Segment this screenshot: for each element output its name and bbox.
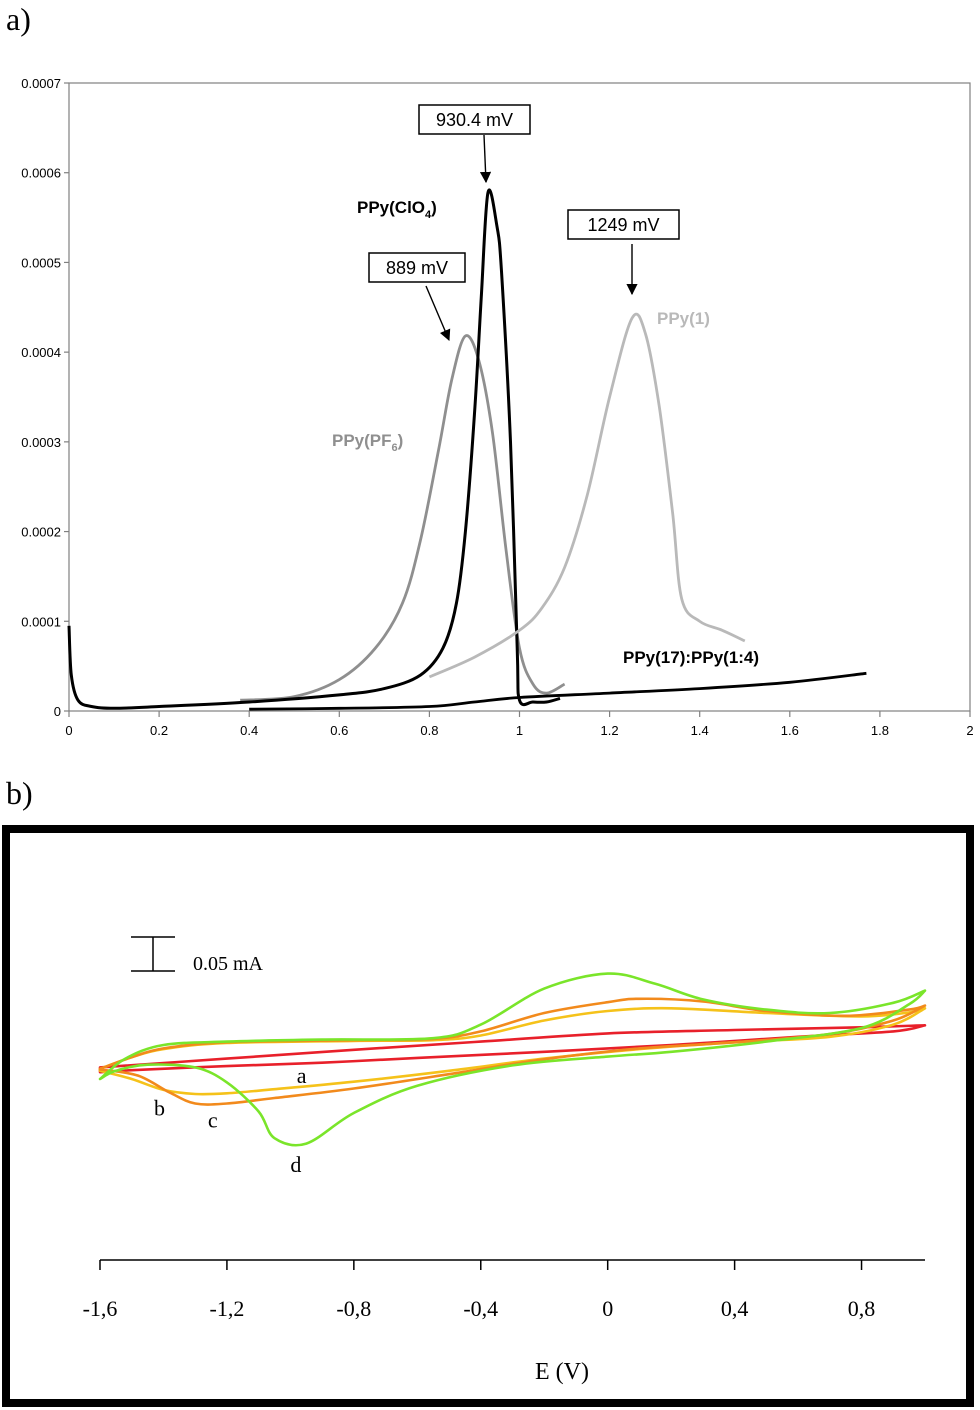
chart-b-cv-curve	[98, 997, 927, 1106]
chart-a-series-line	[67, 188, 561, 710]
chart-b-x-tick-label: 0	[602, 1296, 613, 1321]
annotation-box	[567, 209, 680, 240]
chart-b-curve-label: b	[154, 1096, 165, 1121]
chart-a-series-label: PPy(17):PPy(1:4)	[623, 648, 759, 667]
chart-a-series-line	[249, 671, 867, 711]
chart-b-curve-label: d	[290, 1152, 301, 1177]
annotation-label: 889 mV	[386, 258, 448, 278]
annotation-label: 1249 mV	[587, 215, 659, 235]
chart-a-y-tick-label: 0	[54, 704, 61, 719]
chart-b-cv-curve	[98, 972, 927, 1147]
chart-a-series-label: PPy(PF6)	[332, 431, 403, 454]
chart-a-x-tick-label: 0.2	[150, 723, 168, 738]
scale-bar	[131, 936, 175, 972]
annotation-box	[418, 104, 531, 135]
panel-a-label: a)	[6, 1, 31, 37]
chart-a-y-tick-label: 0.0004	[21, 345, 61, 360]
chart-b-x-tick-label: -0,4	[463, 1296, 498, 1321]
panel-b-label: b)	[6, 775, 33, 811]
chart-a-y-tick-label: 0.0007	[21, 76, 61, 91]
chart-a-series-label: PPy(ClO4)	[357, 198, 437, 221]
chart-a-x-tick-label: 2	[966, 723, 973, 738]
chart-b-x-tick-label: 0,4	[721, 1296, 749, 1321]
chart-a-y-tick-label: 0.0002	[21, 525, 61, 540]
chart-a: 0 0.2 0.4 0.6 0.8 1 1.2 1.4 1.6 1.8 2 0 0.0001 0.0002…	[21, 76, 973, 738]
annotation-box	[368, 252, 466, 283]
chart-b-x-axis-label: E (V)	[535, 1359, 589, 1385]
chart-b-x-tick-label: -1,2	[210, 1296, 245, 1321]
annotation-arrow	[425, 285, 451, 342]
chart-a-y-tick-label: 0.0003	[21, 435, 61, 450]
chart-a-y-tick-label: 0.0005	[21, 255, 61, 270]
chart-a-y-tick-label: 0.0001	[21, 614, 61, 629]
chart-a-x-tick-label: 0.6	[330, 723, 348, 738]
chart-a-x-tick-label: 0.4	[240, 723, 258, 738]
chart-b-x-tick-label: -0,8	[336, 1296, 371, 1321]
chart-a-series-line	[240, 334, 566, 702]
chart-b-x-tick-label: 0,8	[848, 1296, 876, 1321]
chart-a-y-tick-label: 0.0006	[21, 166, 61, 181]
chart-a-x-tick-label: 1.8	[871, 723, 889, 738]
chart-a-series-line	[428, 312, 746, 679]
chart-b-curve-label: a	[297, 1063, 307, 1088]
chart-a-plot-border	[68, 82, 971, 712]
annotation-arrow	[479, 134, 492, 184]
scale-bar-label: 0.05 mA	[193, 953, 264, 975]
chart-b-cv-curve	[98, 1024, 927, 1074]
chart-a-series-label: PPy(1)	[657, 309, 710, 328]
chart-a-x-tick-label: 1.2	[601, 723, 619, 738]
chart-b-frame	[2, 825, 974, 1407]
chart-b-x-tick-label: -1,6	[83, 1296, 118, 1321]
chart-a-x-tick-label: 1.6	[781, 723, 799, 738]
chart-a-x-tick-label: 1	[516, 723, 523, 738]
chart-a-x-tick-label: 1.4	[691, 723, 709, 738]
annotation-label: 930.4 mV	[436, 110, 513, 130]
chart-b: 0.05 mA E (V) -1,6 -1,2 -0,8 -0,4 0 0,4 0,8 a b c…	[83, 936, 927, 1385]
chart-b-curve-label: c	[208, 1107, 218, 1132]
chart-a-x-tick-label: 0.8	[420, 723, 438, 738]
chart-a-x-tick-label: 0	[65, 723, 72, 738]
